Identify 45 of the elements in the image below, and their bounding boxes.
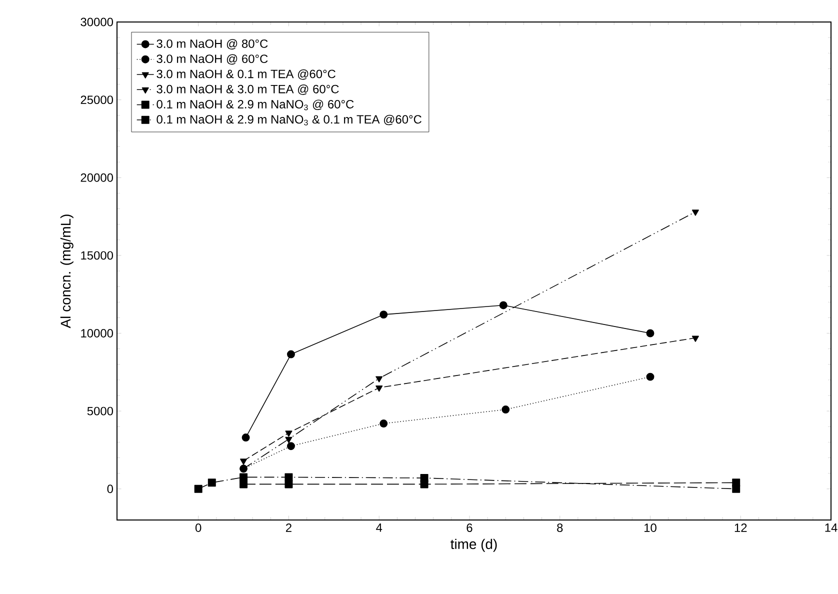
point: [380, 310, 388, 319]
y-tick-label: 30000: [80, 18, 114, 26]
point: [646, 329, 654, 338]
point: [240, 458, 248, 465]
x-tick-label: 2: [286, 524, 292, 532]
x-tick-label: 4: [376, 524, 382, 532]
x-tick-label: 10: [644, 524, 656, 532]
y-axis-title: Al concn. (mg/mL): [60, 214, 74, 328]
point: [692, 336, 699, 342]
y-tick-label: 15000: [81, 251, 114, 260]
point: [286, 350, 295, 358]
x-tick-label: 14: [825, 524, 838, 532]
legend-label: 3.0 m NaOH & 0.1 m TEA @60°C: [156, 69, 336, 80]
point: [376, 386, 383, 392]
point: [240, 473, 248, 482]
legend-label: 3.0 m NaOH & 3.0 m TEA @ 60°C: [156, 84, 339, 95]
point: [502, 406, 510, 414]
x-tick-label: 0: [195, 524, 202, 532]
point: [376, 376, 383, 382]
legend-label: 3.0 m NaOH @ 80°C: [156, 39, 268, 50]
y-tick-label: 5000: [87, 406, 114, 416]
legend-label: 0.1 m NaOH & 2.9 m NaNO$_{3}$ & 0.1 m TEA @60°C: [156, 114, 422, 126]
point: [380, 420, 388, 428]
x-tick-label: 12: [734, 524, 747, 532]
point: [646, 372, 654, 381]
point: [284, 473, 293, 482]
point: [285, 430, 292, 437]
point: [420, 474, 428, 482]
legend-label: 0.1 m NaOH & 2.9 m NaNO$_{3}$ @ 60°C: [156, 100, 354, 110]
x-axis-title: time (d): [450, 538, 497, 552]
x-tick-label: 8: [557, 524, 563, 532]
point: [692, 210, 699, 216]
y-tick-label: 25000: [80, 96, 114, 104]
legend-label: 3.0 m NaOH @ 60°C: [156, 54, 268, 65]
point: [242, 434, 250, 442]
point: [286, 442, 295, 450]
x-tick-label: 6: [466, 524, 472, 532]
point: [732, 484, 740, 493]
point: [285, 436, 292, 444]
point: [194, 484, 202, 493]
y-tick-label: 10000: [81, 329, 114, 338]
point: [208, 478, 216, 487]
point: [499, 301, 508, 310]
y-tick-label: 20000: [80, 173, 114, 182]
y-tick-label: 0: [107, 484, 114, 494]
